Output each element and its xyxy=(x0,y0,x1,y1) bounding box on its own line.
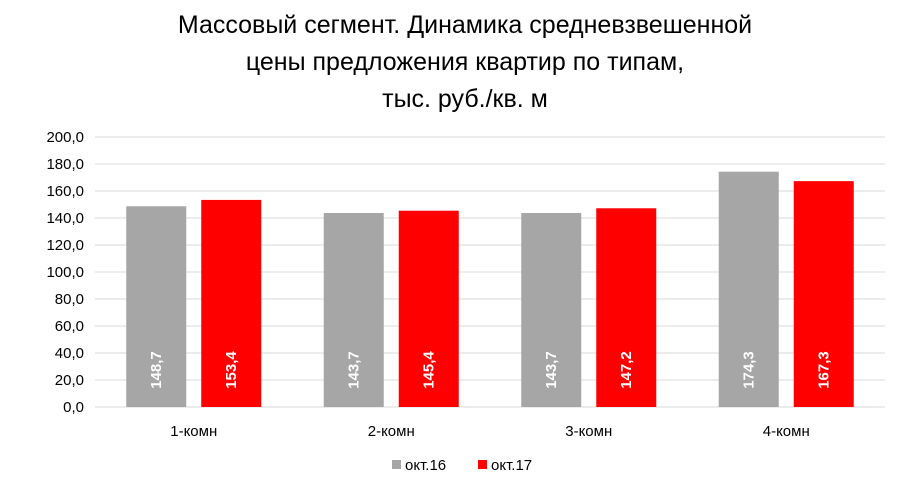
bar-4-комн-окт.17 xyxy=(793,181,854,407)
bar-4-комн-окт.16 xyxy=(718,171,779,407)
y-tick-label: 120,0 xyxy=(46,237,84,254)
legend: окт.16 окт.17 xyxy=(392,457,532,474)
y-axis-ticks: 0,0 20,0 40,0 60,0 80,0 100,0 120,0 140,0 160,0 1… xyxy=(46,129,84,416)
y-tick-label: 180,0 xyxy=(46,156,84,173)
x-category-label: 4-комн xyxy=(763,423,810,440)
y-tick-label: 20,0 xyxy=(55,372,84,389)
y-tick-label: 100,0 xyxy=(46,264,84,281)
legend-label: окт.17 xyxy=(491,457,532,474)
x-axis-categories: 1-комн 2-комн 3-комн 4-комн xyxy=(170,423,810,440)
bar-1-комн-окт.16 xyxy=(126,206,187,407)
bar-2-комн-окт.17 xyxy=(398,210,459,407)
chart-title: Массовый сегмент. Динамика средневзвешен… xyxy=(178,11,752,113)
y-tick-label: 40,0 xyxy=(55,345,84,362)
bar-1-комн-окт.17 xyxy=(201,199,262,407)
data-label: 145,4 xyxy=(420,351,437,389)
chart-title-line-2: цены предложения квартир по типам, xyxy=(246,48,684,76)
x-category-label: 1-комн xyxy=(170,423,217,440)
data-labels: 148,7 153,4 143,7 145,4 143,7 147,2 174,3 167,3 xyxy=(148,351,833,389)
y-tick-label: 80,0 xyxy=(55,291,84,308)
data-label: 153,4 xyxy=(223,351,240,389)
chart-title-line-3: тыс. руб./кв. м xyxy=(382,85,548,113)
legend-swatch xyxy=(392,460,401,469)
bar-3-комн-окт.17 xyxy=(596,208,657,407)
chart-title-line-1: Массовый сегмент. Динамика средневзвешен… xyxy=(178,11,752,39)
bars xyxy=(126,171,854,407)
y-tick-label: 60,0 xyxy=(55,318,84,335)
data-label: 147,2 xyxy=(618,351,635,389)
data-label: 174,3 xyxy=(740,351,757,389)
y-tick-label: 200,0 xyxy=(46,129,84,146)
bar-3-комн-окт.16 xyxy=(521,213,582,407)
x-category-label: 3-комн xyxy=(565,423,612,440)
data-label: 167,3 xyxy=(815,351,832,389)
data-label: 148,7 xyxy=(148,351,165,389)
legend-swatch xyxy=(478,460,487,469)
data-label: 143,7 xyxy=(345,351,362,389)
y-tick-label: 160,0 xyxy=(46,183,84,200)
y-tick-label: 140,0 xyxy=(46,210,84,227)
legend-label: окт.16 xyxy=(405,457,446,474)
data-label: 143,7 xyxy=(543,351,560,389)
bar-2-комн-окт.16 xyxy=(323,213,384,407)
x-category-label: 2-комн xyxy=(368,423,415,440)
y-tick-label: 0,0 xyxy=(63,399,84,416)
